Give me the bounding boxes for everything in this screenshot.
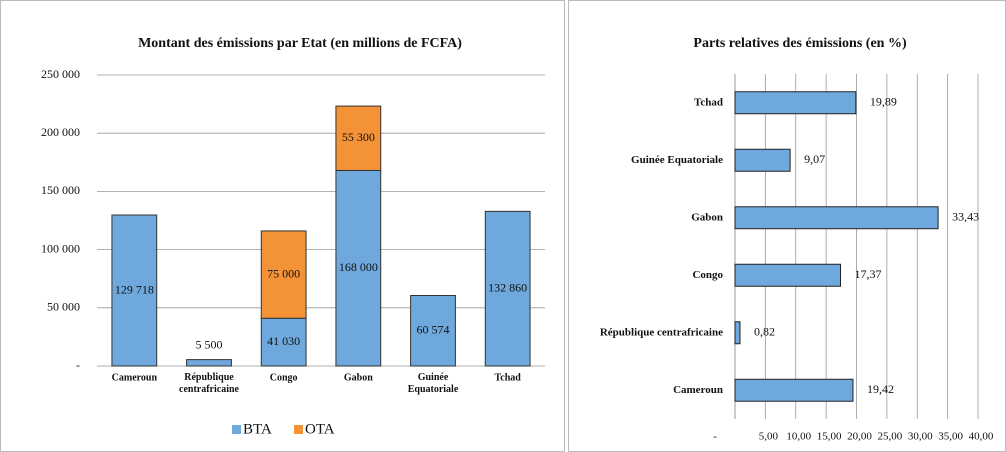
bar-segment [260,230,307,319]
x-tick-label: Tchad [495,372,522,383]
x-tick-label: - [713,431,717,443]
x-tick-label: Guinée Equatoriale [408,372,459,395]
value-label: 60 574 [417,322,450,336]
bar-segment [260,317,307,367]
y-tick-label: République centrafricaine [600,326,723,338]
x-tick-label: 20,00 [847,431,872,443]
value-label: 0,82 [754,325,775,339]
y-tick-label: 100 000 [41,241,80,255]
y-tick-label: Guinée Equatoriale [631,154,723,166]
value-label: 168 000 [339,260,378,274]
x-tick-label: 30,00 [908,431,933,443]
value-label: 19,89 [870,95,897,109]
bar [734,91,857,115]
value-label: 41 030 [267,334,300,348]
value-label: 5 500 [196,337,223,351]
x-tick-label: 40,00 [969,431,994,443]
value-label: 132 860 [488,280,527,294]
bar-segment [335,105,382,171]
y-tick-label: - [76,358,80,372]
x-tick-label: 15,00 [817,431,842,443]
value-label: 9,07 [804,152,825,166]
bar [734,378,854,402]
legend-label: BTA [243,421,272,437]
legend-swatch [294,425,303,434]
bar-segment [186,359,232,367]
bar-segment [484,210,531,367]
x-tick-label: 25,00 [878,431,903,443]
y-tick-label: 50 000 [47,300,80,314]
bar [734,263,842,287]
y-tick-label: Gabon [691,211,723,223]
y-tick-label: Tchad [694,96,723,108]
bar [734,206,939,230]
bar-segment [111,214,158,367]
x-tick-label: 5,00 [759,431,779,443]
y-tick-label: Cameroun [673,384,723,396]
bar-segment [410,294,456,367]
value-label: 19,42 [867,382,894,396]
bar-segment [335,169,382,367]
x-tick-label: République centrafricaine [179,372,240,395]
x-tick-label: 10,00 [786,431,811,443]
left-panel [0,0,565,452]
chart-title: Parts relatives des émissions (en %) [693,36,907,51]
y-tick-label: 250 000 [41,67,80,81]
x-tick-label: 35,00 [938,431,963,443]
x-tick-label: Congo [270,372,298,383]
value-label: 55 300 [342,130,375,144]
legend-label: OTA [305,421,335,437]
bar [734,148,791,172]
y-tick-label: 200 000 [41,125,80,139]
y-tick-label: 150 000 [41,183,80,197]
bar [734,321,741,345]
legend-swatch [232,425,241,434]
value-label: 129 718 [115,282,154,296]
value-label: 33,43 [952,210,979,224]
x-tick-label: Gabon [344,372,373,383]
y-tick-label: Congo [692,269,723,281]
x-tick-label: Cameroun [112,372,158,383]
value-label: 17,37 [855,267,882,281]
value-label: 75 000 [267,266,300,280]
chart-title: Montant des émissions par Etat (en milli… [138,36,462,51]
